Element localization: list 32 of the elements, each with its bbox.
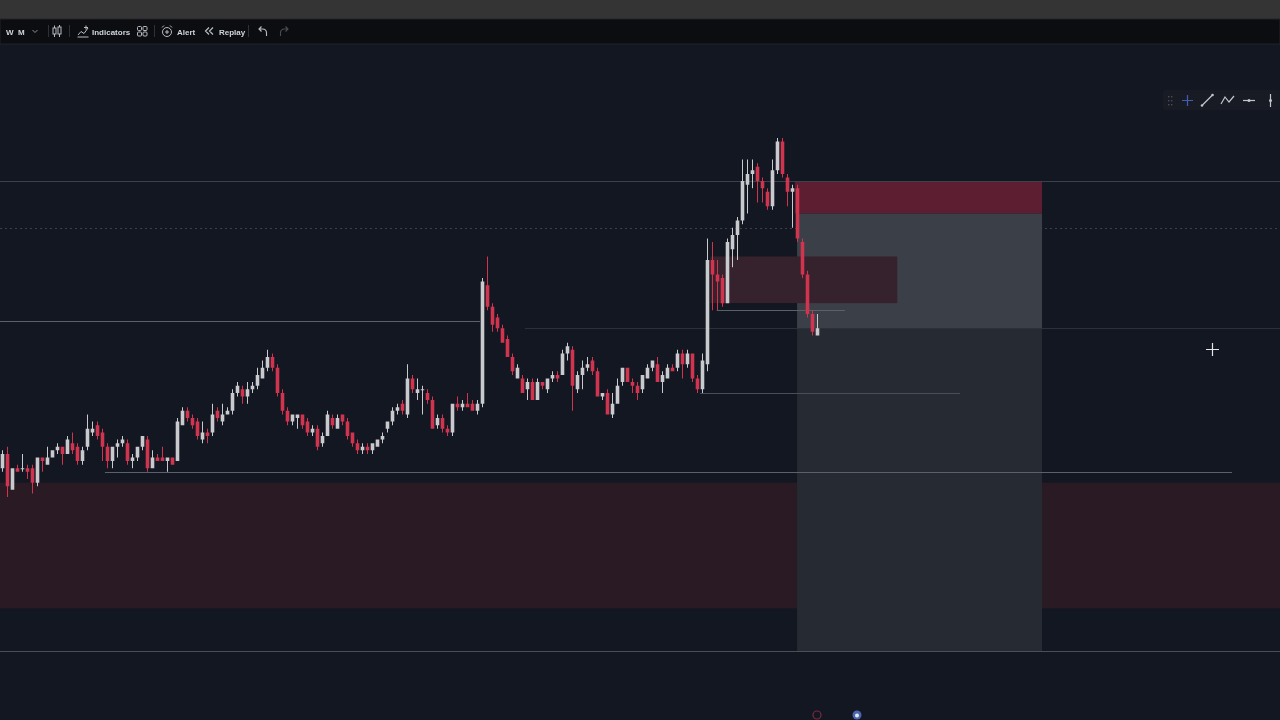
candlestick — [245, 382, 250, 404]
candlestick — [790, 184, 795, 228]
candlestick — [760, 177, 765, 203]
candlestick — [290, 414, 295, 426]
candlestick — [550, 371, 555, 383]
text: Indicators — [92, 27, 131, 37]
text: Alert — [177, 27, 196, 37]
candlestick — [585, 356, 590, 372]
candlestick — [555, 371, 560, 383]
text: W — [6, 27, 14, 37]
candlestick — [630, 378, 635, 393]
candlestick — [395, 403, 400, 415]
candlestick — [715, 260, 720, 311]
candlestick — [20, 453, 25, 472]
candlestick — [710, 242, 715, 311]
candlestick — [415, 378, 420, 401]
candlestick — [340, 414, 345, 426]
candlestick — [205, 428, 210, 444]
text: Replay — [219, 27, 246, 37]
candlestick — [25, 464, 30, 480]
candlestick — [660, 371, 665, 393]
candlestick — [745, 159, 750, 214]
candlestick — [295, 414, 300, 429]
candlestick — [115, 439, 120, 458]
candlestick — [200, 421, 205, 444]
text: M — [18, 27, 25, 37]
candlestick — [220, 403, 225, 426]
candlestick — [420, 385, 425, 415]
candlestick — [70, 432, 75, 454]
candlestick — [50, 450, 55, 458]
candlestick — [750, 159, 755, 189]
candlestick — [380, 432, 385, 444]
